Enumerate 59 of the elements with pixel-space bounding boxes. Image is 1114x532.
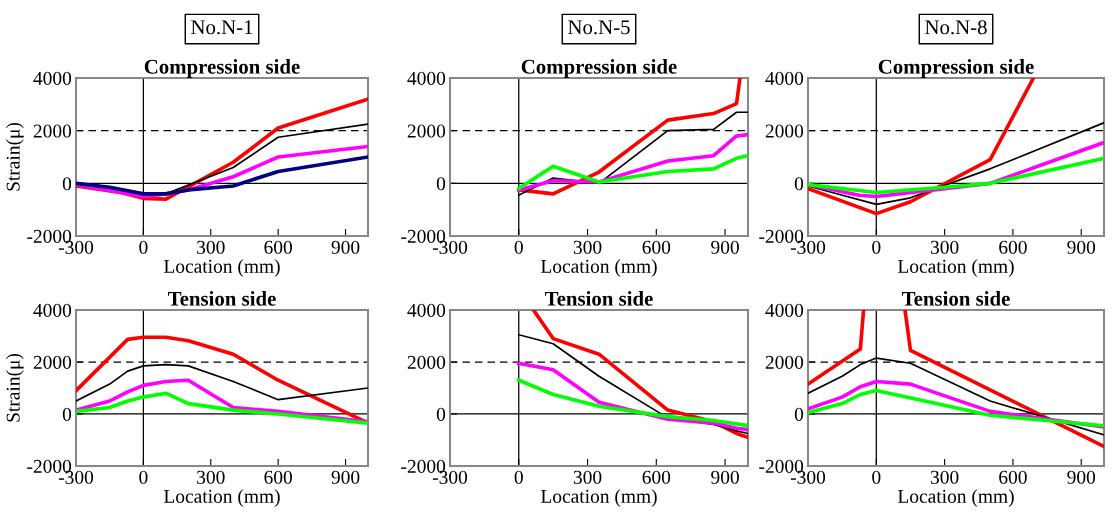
y-tick-label: 0 (794, 407, 804, 421)
x-tick-label: 600 (999, 470, 1027, 484)
y-tick-label: 2000 (407, 355, 446, 369)
chart-title: Tension side (544, 291, 653, 306)
y-axis-title: Strain(μ) (6, 353, 24, 422)
y-axis-title: Strain(μ) (6, 122, 24, 191)
chart-title: Tension side (901, 291, 1010, 306)
x-tick-label: 0 (139, 470, 148, 484)
x-tick-label: 600 (999, 240, 1027, 254)
x-tick-label: 300 (573, 240, 602, 254)
chart-title: Compression side (878, 59, 1034, 78)
chart-title: Tension side (167, 291, 276, 306)
x-axis-title: Location (mm) (163, 259, 280, 277)
x-axis-title: Location (mm) (897, 489, 1014, 507)
x-tick-label: 900 (331, 240, 360, 254)
chart-title: Compression side (521, 59, 677, 78)
x-tick-label: 600 (642, 470, 671, 484)
y-tick-label: 2000 (765, 355, 804, 369)
x-tick-label: 300 (930, 470, 959, 484)
x-tick-label: 300 (197, 470, 225, 484)
x-tick-label: 900 (1067, 470, 1096, 484)
x-tick-label: 0 (872, 240, 881, 254)
x-axis-title: Location (mm) (897, 259, 1014, 277)
y-tick-label: 0 (794, 177, 804, 191)
y-tick-label: 4000 (407, 71, 446, 85)
y-tick-label: 4000 (407, 303, 446, 317)
x-tick-label: 0 (514, 240, 523, 254)
x-axis-title: Location (mm) (540, 259, 657, 277)
x-tick-label: 900 (1067, 240, 1096, 254)
y-tick-label: 2000 (765, 124, 804, 138)
x-tick-label: 300 (197, 240, 225, 254)
y-tick-label: 4000 (765, 303, 804, 317)
y-tick-label: 2000 (33, 124, 72, 138)
y-tick-label: 4000 (33, 71, 72, 85)
chart-title: Compression side (144, 59, 300, 78)
chart-subtitle: No.N-5 (568, 20, 630, 35)
y-tick-label: 4000 (33, 303, 72, 317)
chart-subtitle: No.N-1 (191, 20, 253, 35)
x-axis-title: Location (mm) (163, 489, 280, 507)
x-tick-label: 600 (264, 240, 292, 254)
y-tick-label: 2000 (33, 355, 72, 369)
y-tick-label: 2000 (407, 124, 446, 138)
y-tick-label: 4000 (765, 71, 804, 85)
x-axis-title: Location (mm) (540, 489, 657, 507)
x-tick-label: 900 (331, 470, 360, 484)
x-tick-label: 0 (139, 240, 148, 254)
y-tick-label: 0 (62, 407, 72, 421)
y-tick-label: 0 (436, 407, 446, 421)
y-tick-label: 0 (62, 177, 72, 191)
x-tick-label: 300 (573, 470, 602, 484)
x-tick-label: 600 (642, 240, 671, 254)
x-tick-label: 300 (930, 240, 959, 254)
x-tick-label: 0 (872, 470, 881, 484)
x-tick-label: 900 (711, 470, 739, 484)
x-tick-label: 900 (711, 240, 739, 254)
x-tick-label: 0 (514, 470, 523, 484)
y-tick-label: 0 (436, 177, 446, 191)
x-tick-label: 600 (264, 470, 292, 484)
chart-subtitle: No.N-8 (925, 20, 987, 35)
